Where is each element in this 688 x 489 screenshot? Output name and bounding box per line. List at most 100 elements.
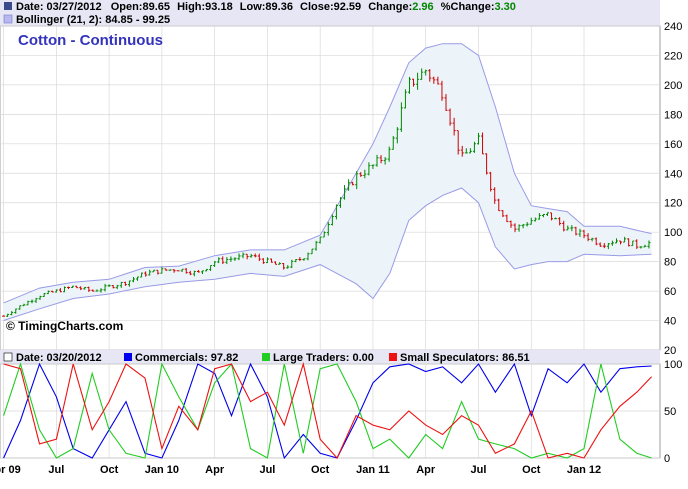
price-bar xyxy=(472,141,476,153)
price-bar xyxy=(229,256,233,262)
header-change-label: Change: xyxy=(368,1,412,13)
price-bar xyxy=(489,171,493,192)
x-axis: Apr 09 Jul Oct Jan 10 Apr Jul Oct Jan 11 Apr Jul O… xyxy=(0,464,601,476)
price-bar xyxy=(436,76,440,85)
price-bar xyxy=(570,225,574,232)
header-change-value: 2.96 xyxy=(412,1,433,13)
price-bar xyxy=(245,253,249,260)
price-bar xyxy=(257,253,261,262)
price-bar xyxy=(294,259,298,263)
price-bar xyxy=(452,117,456,136)
bollinger-lower-line xyxy=(3,187,652,321)
price-bar xyxy=(298,257,302,262)
price-bar xyxy=(586,233,590,242)
price-bar xyxy=(265,257,269,264)
x-tick-label: Jan 12 xyxy=(567,464,601,476)
price-y-tick-label: 160 xyxy=(664,139,682,151)
price-bar xyxy=(501,210,505,218)
cot-date: Date: 03/20/2012 xyxy=(16,352,102,364)
large-traders-swatch xyxy=(262,353,270,361)
price-bar xyxy=(598,242,602,247)
price-bar xyxy=(176,270,180,272)
price-bar xyxy=(148,269,152,276)
price-bar xyxy=(403,89,407,109)
bollinger-band-fill xyxy=(3,43,652,321)
price-bar xyxy=(590,237,594,242)
cot-line-large-traders xyxy=(3,362,652,459)
x-tick-label: Jan 11 xyxy=(356,464,390,476)
price-bar xyxy=(521,224,525,229)
price-bars xyxy=(2,68,651,317)
cot-panel: 0 50 100 xyxy=(0,359,682,465)
price-bar xyxy=(424,69,428,76)
price-bar xyxy=(456,130,460,155)
bollinger-upper-line xyxy=(3,43,652,304)
price-bar xyxy=(196,269,200,273)
header-close: Close:92.59 xyxy=(300,1,361,13)
cot-y-axis: 0 50 100 xyxy=(664,359,682,465)
price-bar xyxy=(160,266,164,274)
cot-y-tick-label: 100 xyxy=(664,359,682,371)
price-bar xyxy=(326,221,330,236)
price-y-tick-label: 220 xyxy=(664,50,682,62)
cot-y-tick-label: 0 xyxy=(664,453,670,465)
price-bar xyxy=(509,220,513,228)
price-y-tick-label: 100 xyxy=(664,227,682,239)
cot-y-tick-label: 50 xyxy=(664,406,676,418)
price-bar xyxy=(582,229,586,239)
price-bar xyxy=(123,281,127,286)
price-bar xyxy=(476,132,480,145)
price-bar xyxy=(103,283,107,292)
price-bar xyxy=(338,197,342,208)
price-bar xyxy=(355,171,359,190)
price-bar xyxy=(554,217,558,220)
watermark: © TimingCharts.com xyxy=(6,319,123,333)
price-bar xyxy=(67,286,71,290)
price-bar xyxy=(286,265,290,269)
price-bar xyxy=(407,76,411,94)
price-bar xyxy=(111,284,115,289)
price-y-tick-label: 200 xyxy=(664,80,682,92)
price-bar xyxy=(18,305,22,310)
price-bar xyxy=(322,231,326,238)
price-bar xyxy=(253,253,257,258)
price-bar xyxy=(225,257,229,265)
price-bar xyxy=(379,155,383,164)
price-bar xyxy=(282,263,286,270)
price-bar xyxy=(537,213,541,220)
price-bar xyxy=(217,257,221,264)
price-bar xyxy=(22,303,26,307)
price-bar xyxy=(334,204,338,220)
price-bar xyxy=(184,268,188,274)
price-bar xyxy=(274,261,278,265)
price-bar xyxy=(444,94,448,111)
price-bar xyxy=(558,217,562,226)
x-tick-label: Apr xyxy=(205,464,225,476)
price-bar xyxy=(91,289,95,292)
price-bar xyxy=(562,220,566,232)
price-y-tick-label: 80 xyxy=(664,257,676,269)
price-bar xyxy=(237,253,241,261)
price-y-axis: 20 40 60 80 100 120 140 160 180 200 220 240 xyxy=(664,21,682,357)
cot-series xyxy=(3,361,652,460)
price-bar xyxy=(209,264,213,271)
header-open: Open:89.65 xyxy=(111,1,170,13)
price-y-tick-label: 140 xyxy=(664,168,682,180)
price-bar xyxy=(269,258,273,263)
price-bar xyxy=(99,288,103,293)
price-bar xyxy=(529,217,533,225)
price-bar xyxy=(395,127,399,144)
price-bar xyxy=(241,252,245,259)
price-bar xyxy=(578,228,582,237)
price-bar xyxy=(38,295,42,300)
chart-title: Cotton - Continuous xyxy=(18,32,163,49)
price-series-swatch xyxy=(4,2,12,10)
price-bar xyxy=(517,224,521,232)
price-bar xyxy=(550,212,554,221)
price-bar xyxy=(606,243,610,250)
header-date: Date: 03/27/2012 xyxy=(16,1,102,13)
price-bar xyxy=(75,285,79,289)
price-bar xyxy=(58,288,62,293)
price-bar xyxy=(144,271,148,277)
price-bar xyxy=(412,78,416,87)
